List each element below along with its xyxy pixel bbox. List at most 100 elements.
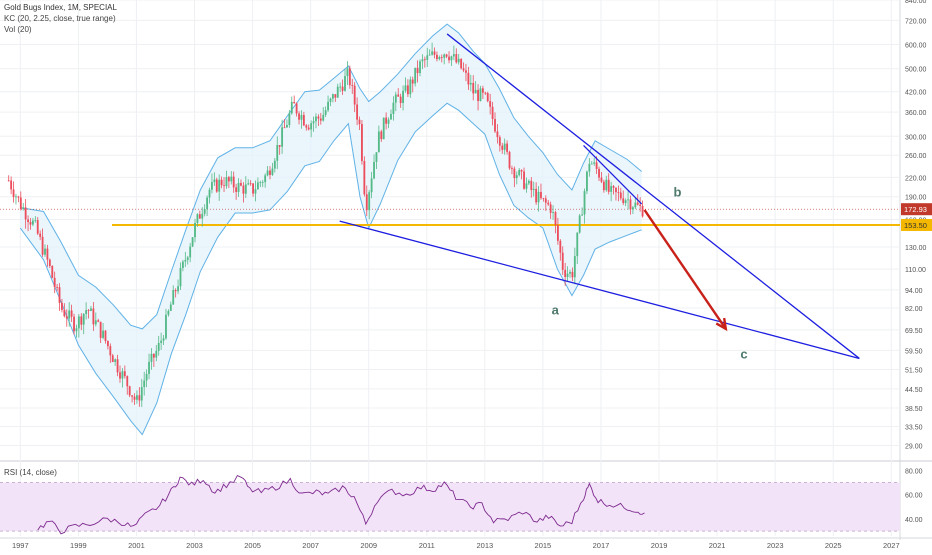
candle-body: [22, 207, 25, 209]
candle-body: [39, 233, 42, 237]
candle-body: [167, 310, 170, 315]
candle-body: [80, 316, 83, 325]
candle-body: [266, 170, 269, 176]
candle-body: [344, 76, 346, 91]
candle-body: [230, 176, 233, 182]
y-tick-label: 840.00: [905, 0, 927, 5]
candle-body: [261, 182, 264, 183]
candle-body: [247, 183, 250, 185]
candle-body: [469, 82, 472, 85]
candle-body: [65, 316, 68, 319]
candle-body: [227, 177, 230, 182]
rsi-tick-label: 60.00: [905, 493, 923, 500]
candle-body: [610, 186, 613, 192]
candle-body: [283, 127, 286, 129]
y-tick-label: 600.00: [905, 43, 927, 50]
rsi-panel: [0, 475, 900, 535]
candle-body: [324, 110, 327, 115]
candle-body: [508, 151, 511, 169]
candle-body: [530, 180, 533, 191]
y-tick-label: 190.00: [905, 195, 927, 202]
candle-body: [436, 54, 438, 60]
candle-body: [136, 395, 138, 400]
candle-body: [240, 182, 242, 186]
trendline-1: [446, 33, 860, 359]
candle-body: [387, 119, 390, 124]
y-tick-label: 110.00: [905, 267, 926, 274]
indicator-vol-label: Vol (20): [4, 25, 32, 34]
last-price-label: 172.93: [904, 205, 927, 214]
candle-body: [177, 286, 179, 292]
trendlines-layer: [339, 33, 860, 360]
candle-body: [44, 248, 46, 255]
x-tick-label: 2019: [651, 541, 668, 550]
candle-body: [114, 359, 117, 363]
candle-body: [438, 57, 441, 60]
candle-body: [140, 387, 143, 401]
candle-body: [317, 116, 320, 119]
candle-body: [150, 353, 153, 362]
candle-body: [416, 67, 419, 74]
candle-body: [525, 183, 528, 189]
candle-body: [106, 340, 109, 347]
candle-body: [431, 51, 434, 55]
candle-body: [593, 162, 596, 164]
candle-body: [353, 85, 356, 105]
candle-body: [235, 187, 238, 192]
candle-body: [382, 117, 385, 140]
candle-body: [484, 92, 487, 94]
candle-body: [375, 152, 378, 162]
candle-body: [87, 310, 90, 311]
candle-body: [491, 106, 494, 119]
candle-body: [302, 115, 305, 126]
candle-body: [636, 202, 639, 205]
candle-body: [290, 101, 293, 114]
candle-body: [586, 171, 588, 192]
candle-body: [327, 101, 329, 111]
candle-body: [511, 168, 513, 170]
candle-body: [554, 212, 557, 226]
last-price-tag: [901, 203, 932, 216]
candle-body: [102, 330, 104, 338]
candle-body: [402, 90, 404, 104]
candle-body: [600, 177, 603, 182]
y-tick-label: 94.00: [905, 288, 923, 295]
candle-body: [31, 220, 34, 225]
wave-label-b: b: [674, 185, 682, 200]
rsi-tick-label: 80.00: [905, 468, 923, 475]
candle-body: [373, 161, 375, 179]
candle-body: [576, 232, 579, 257]
candle-body: [460, 58, 463, 69]
candle-body: [12, 189, 15, 198]
candle-body: [123, 371, 126, 377]
x-tick-label: 2005: [244, 541, 261, 550]
channel-upper-line: [20, 23, 642, 330]
y-tick-label: 300.00: [905, 134, 927, 141]
candle-body: [213, 179, 216, 183]
candle-body: [252, 183, 254, 194]
candle-body: [169, 304, 172, 311]
candle-body: [232, 176, 235, 188]
candle-body: [542, 198, 545, 199]
candle-body: [68, 310, 71, 319]
y-tick-label: 130.00: [905, 245, 927, 252]
candle-body: [457, 58, 460, 63]
candle-body: [523, 171, 525, 189]
candle-body: [160, 340, 163, 343]
candle-body: [559, 240, 562, 253]
y-tick-label: 38.50: [905, 406, 923, 413]
candle-body: [331, 94, 334, 99]
candle-body: [206, 197, 209, 210]
candle-body: [467, 72, 470, 85]
candle-body: [605, 179, 608, 191]
rsi-band: [0, 482, 900, 532]
candle-body: [51, 266, 54, 278]
x-tick-label: 2003: [186, 541, 203, 550]
wave-label-a: a: [552, 303, 560, 318]
candle-body: [145, 373, 148, 381]
candle-body: [189, 246, 192, 258]
candle-body: [312, 121, 315, 124]
candle-body: [588, 163, 591, 172]
candle-body: [34, 220, 37, 221]
candle-body: [208, 189, 211, 198]
